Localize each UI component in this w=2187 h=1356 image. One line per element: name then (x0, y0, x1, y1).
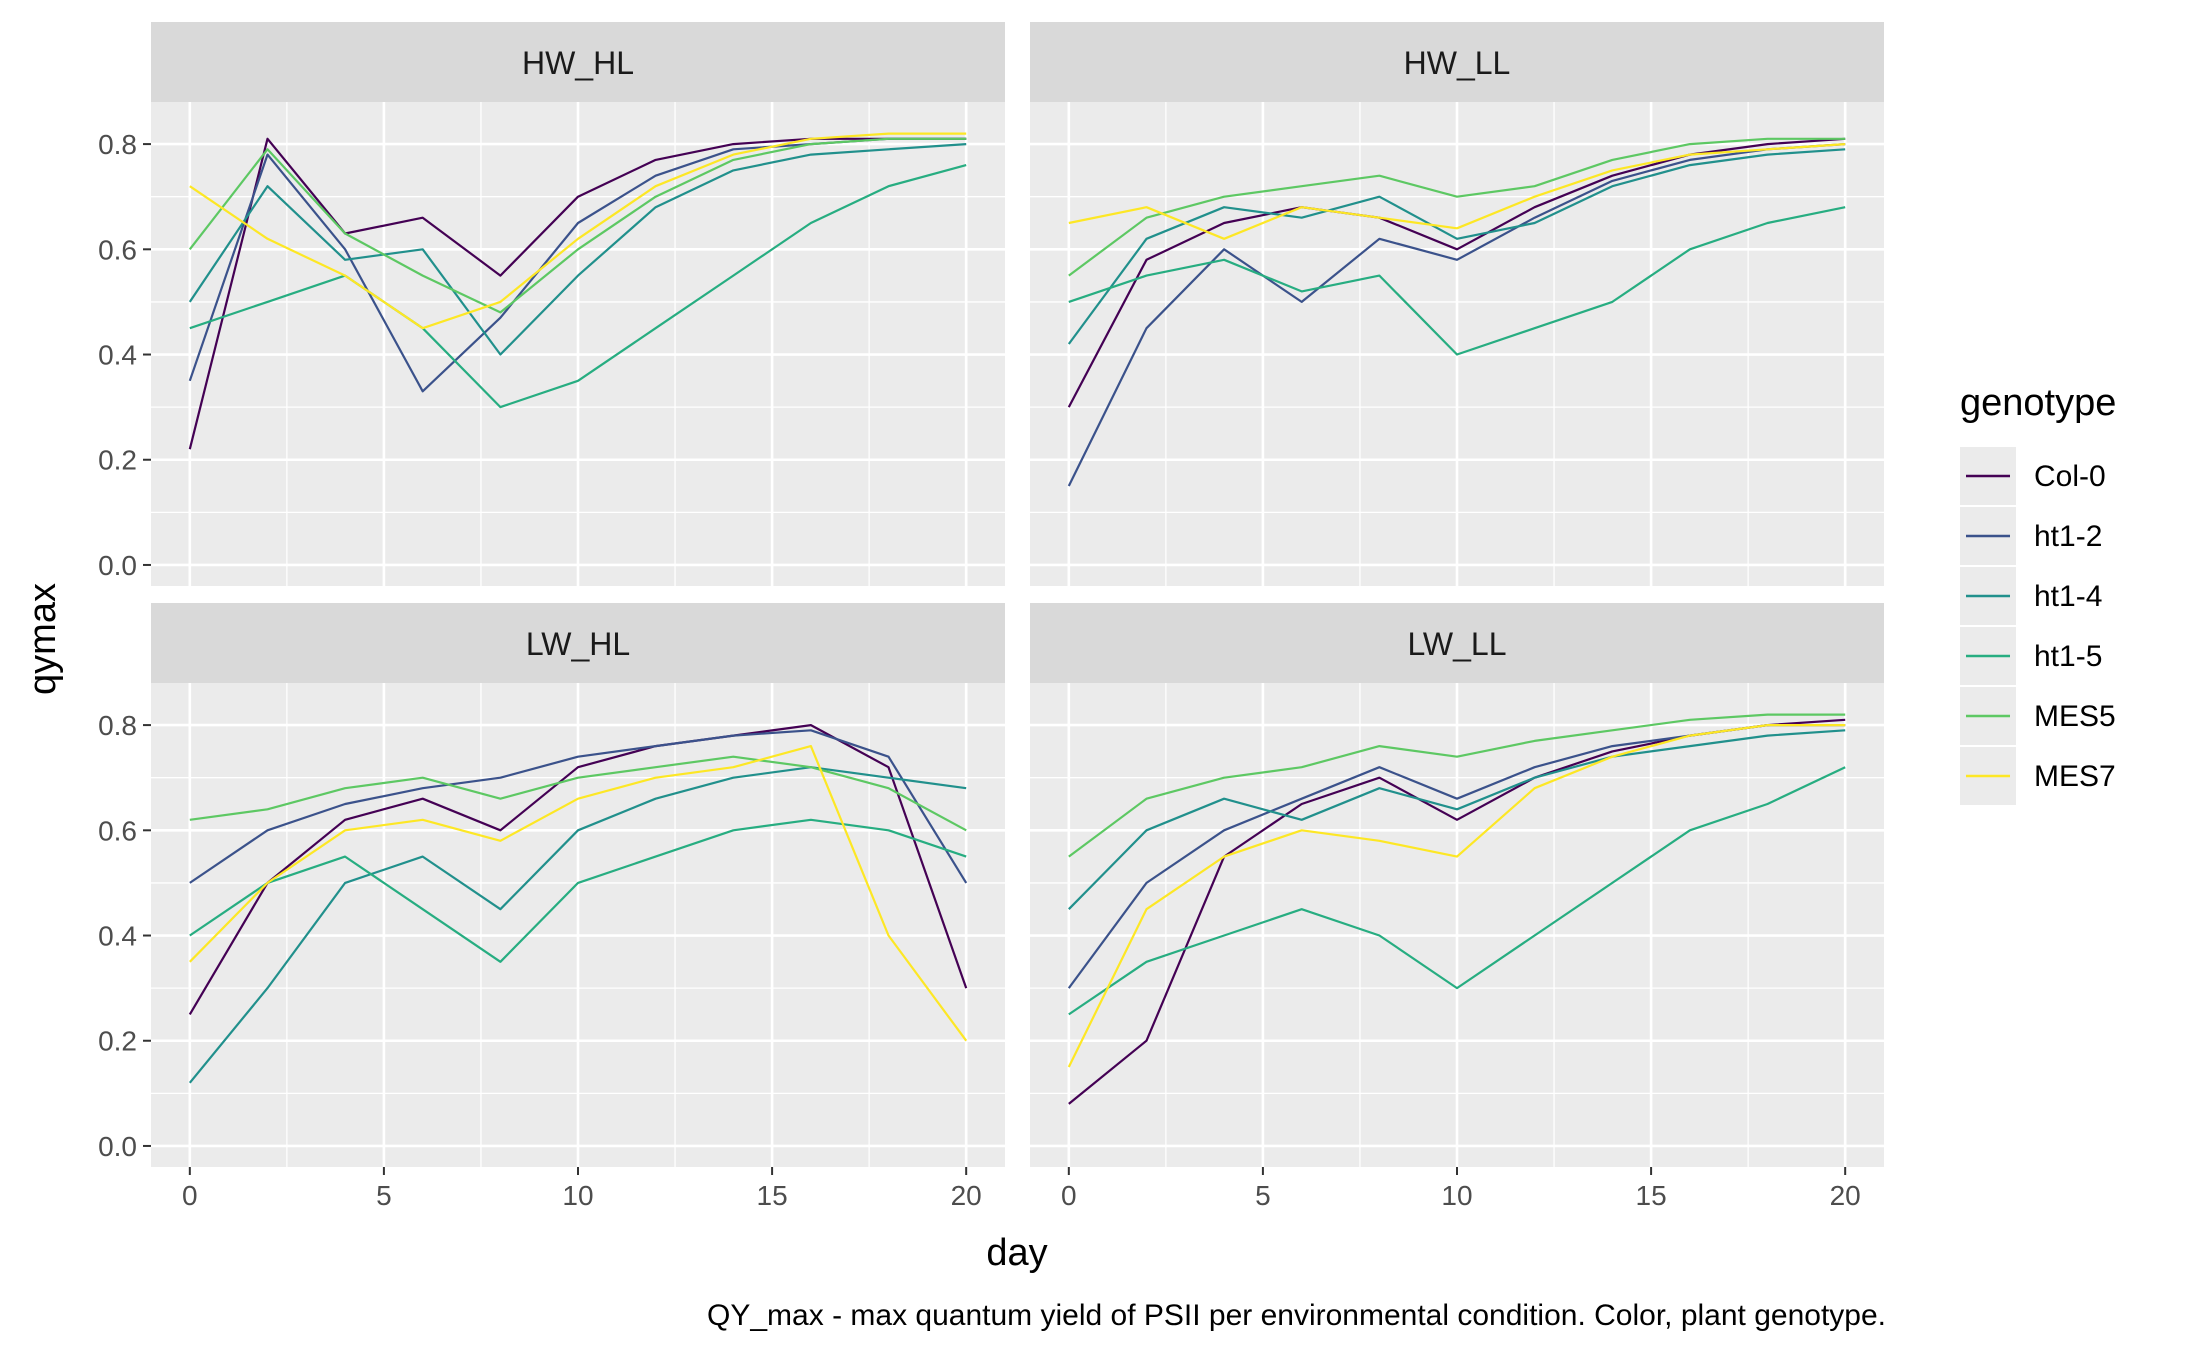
facet-panel: HW_HL 0.0 0.2 0.4 0.6 0.8 (98, 22, 1005, 586)
y-tick-label: 0.8 (98, 129, 137, 160)
series-line-ht1-2 (1067, 143, 1846, 487)
legend-label: MES5 (2034, 700, 2116, 733)
legend-label: MES7 (2034, 760, 2116, 793)
y-tick-label: 0.0 (98, 550, 137, 581)
facet-panels: HW_HL 0.0 0.2 0.4 0.6 0.8 HW_LL LW_HL 0.0 0.2 0.4 0… (98, 22, 1884, 1211)
x-tick-label: 5 (1255, 1180, 1271, 1211)
facet-strip-label: HW_HL (522, 45, 634, 81)
legend-label: ht1-5 (2034, 640, 2102, 673)
series-line-mes5 (1068, 137, 1846, 277)
legend-item: MES7 (1960, 747, 2116, 805)
y-tick-label: 0.6 (98, 234, 137, 265)
x-tick-label: 0 (182, 1180, 198, 1211)
y-tick-label: 0.4 (98, 921, 137, 952)
y-axis-label: qymax (22, 583, 64, 695)
series-line-mes5 (1068, 713, 1846, 858)
legend-label: ht1-2 (2034, 520, 2102, 553)
x-tick-label: 10 (562, 1180, 593, 1211)
series-line-ht1-4 (188, 143, 967, 356)
facet-strip (151, 603, 1005, 683)
y-tick-label: 0.6 (98, 815, 137, 846)
x-tick-label: 15 (1636, 1180, 1667, 1211)
y-tick-label: 0.0 (98, 1131, 137, 1162)
y-tick-label: 0.2 (98, 1026, 137, 1057)
facet-strip-label: LW_HL (526, 626, 630, 662)
legend-item: MES5 (1960, 687, 2116, 745)
legend-item: ht1-5 (1960, 627, 2102, 685)
x-tick-label: 5 (376, 1180, 392, 1211)
series-line-mes5 (189, 755, 967, 832)
facet-panel: HW_LL (1030, 22, 1884, 586)
legend-title: genotype (1960, 382, 2116, 424)
facet-strip (1030, 603, 1884, 683)
chart-caption: QY_max - max quantum yield of PSII per e… (707, 1299, 1886, 1332)
facet-strip-label: LW_LL (1407, 626, 1506, 662)
series-line-ht1-2 (189, 729, 968, 884)
y-tick-label: 0.8 (98, 710, 137, 741)
series-line-mes5 (188, 137, 967, 314)
facet-panel: LW_HL 0.0 0.2 0.4 0.6 0.8 0 5 10 15 20 (98, 603, 1005, 1211)
series-line-mes7 (189, 132, 967, 330)
x-tick-label: 15 (757, 1180, 788, 1211)
series-line-col-0 (1067, 137, 1846, 408)
series-line-ht1-5 (189, 818, 967, 963)
legend-item: ht1-4 (1960, 567, 2102, 625)
y-tick-label: 0.4 (98, 340, 137, 371)
series-line-mes7 (1068, 143, 1846, 240)
series-line-mes7 (189, 744, 968, 1042)
legend-item: ht1-2 (1960, 507, 2102, 565)
series-line-ht1-5 (1068, 206, 1846, 356)
series-line-ht1-5 (1068, 766, 1846, 1016)
facet-panel: LW_LL 0 5 10 15 20 (1030, 603, 1884, 1211)
series-line-ht1-4 (188, 766, 967, 1084)
x-axis-label: day (986, 1232, 1047, 1274)
facet-strip (151, 22, 1005, 102)
facet-strip-label: HW_LL (1404, 45, 1511, 81)
legend-item: Col-0 (1960, 447, 2106, 505)
series-line-ht1-5 (189, 164, 967, 409)
x-tick-label: 10 (1441, 1180, 1472, 1211)
x-tick-label: 0 (1061, 1180, 1077, 1211)
facet-strip (1030, 22, 1884, 102)
legend-label: Col-0 (2034, 460, 2106, 493)
series-line-ht1-4 (1068, 729, 1846, 910)
series-line-mes7 (1067, 723, 1846, 1068)
y-tick-label: 0.2 (98, 445, 137, 476)
x-tick-label: 20 (951, 1180, 982, 1211)
series-line-col-0 (188, 137, 967, 450)
legend-label: ht1-4 (2034, 580, 2102, 613)
series-line-ht1-4 (1067, 148, 1846, 345)
x-tick-label: 20 (1830, 1180, 1861, 1211)
legend: genotype Col-0 ht1-2 ht1-4 ht1-5 MES5 MES7 (1960, 382, 2116, 805)
